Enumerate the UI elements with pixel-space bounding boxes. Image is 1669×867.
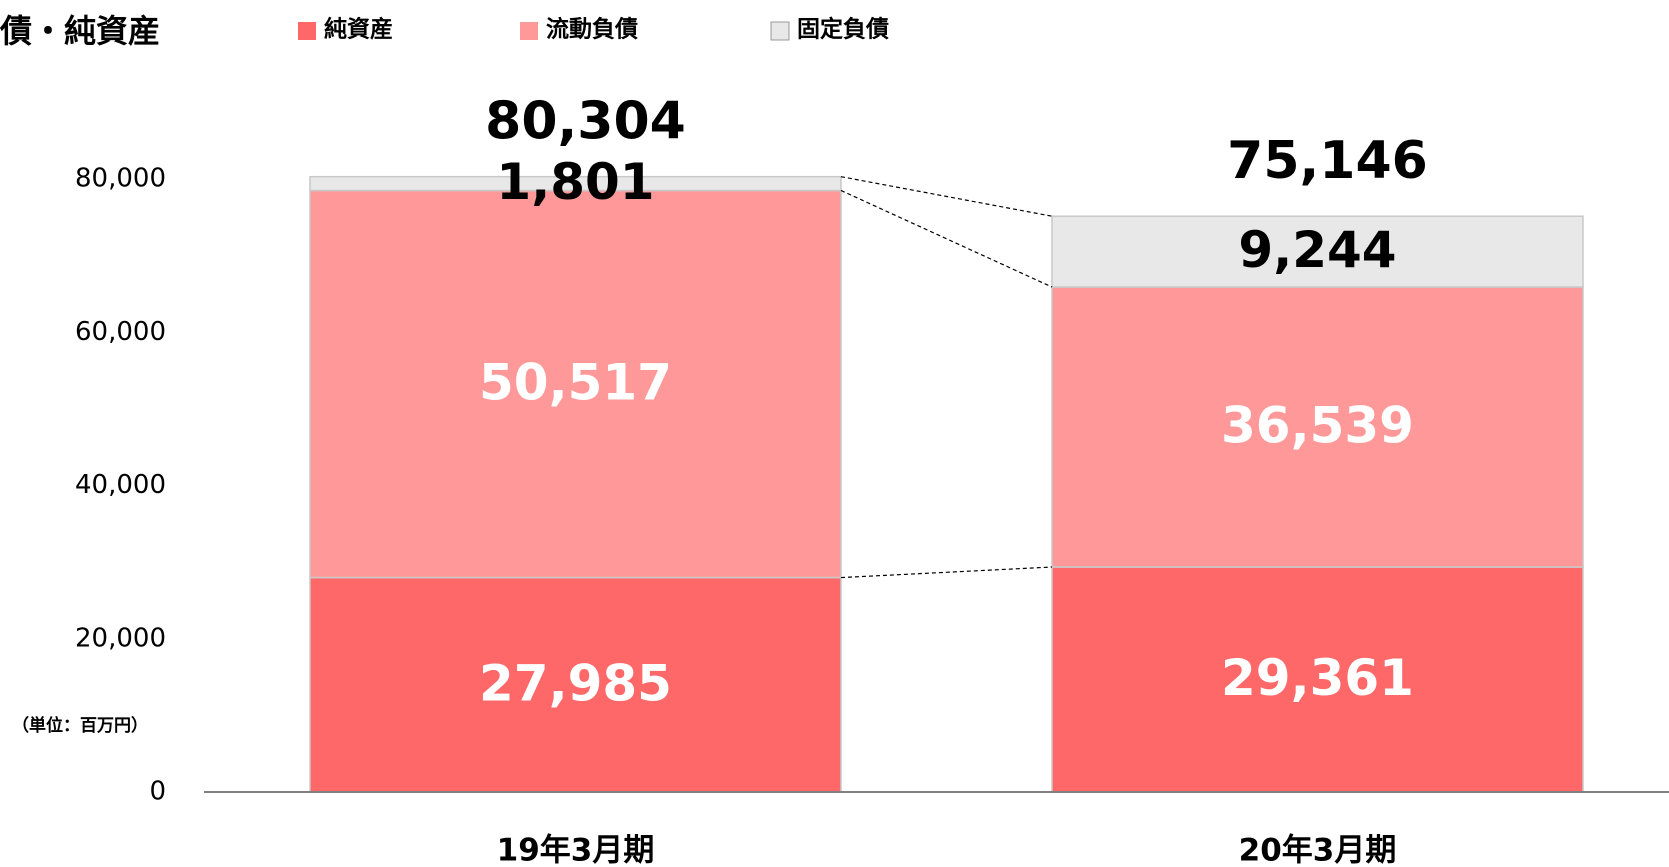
bar-segment xyxy=(309,576,842,793)
y-tick-label: 40,000 xyxy=(75,470,166,500)
legend-swatch xyxy=(520,22,538,40)
bar-segment xyxy=(1051,286,1584,568)
y-tick-label: 20,000 xyxy=(75,623,166,653)
y-tick-label: 60,000 xyxy=(75,317,166,347)
unit-note: （単位：百万円） xyxy=(12,715,148,736)
legend-label: 純資産 xyxy=(324,16,393,43)
legend-swatch xyxy=(770,21,790,41)
data-label: 1,801 xyxy=(496,153,654,211)
y-tick-label: 0 xyxy=(149,777,166,807)
legend-label: 流動負債 xyxy=(546,16,638,43)
bar-segment xyxy=(1051,215,1584,288)
total-label: 75,146 xyxy=(1227,131,1428,191)
chart-title: 債・純資産 xyxy=(0,12,160,50)
y-tick-label: 80,000 xyxy=(75,164,166,194)
bar-segment xyxy=(1051,566,1584,793)
data-label: 9,244 xyxy=(1238,221,1396,279)
data-label: 27,985 xyxy=(479,654,672,712)
legend-swatch xyxy=(298,22,316,40)
data-label: 50,517 xyxy=(479,354,672,412)
connector xyxy=(840,176,1053,217)
x-tick-label: 19年3月期 xyxy=(497,833,655,867)
data-label: 29,361 xyxy=(1221,649,1414,707)
legend-label: 固定負債 xyxy=(797,16,889,43)
total-label: 80,304 xyxy=(485,92,686,152)
connector xyxy=(840,189,1053,288)
bar-segment xyxy=(309,175,842,192)
bar-segment xyxy=(309,189,842,579)
connector xyxy=(840,566,1053,579)
x-tick-label: 20年3月期 xyxy=(1239,833,1397,867)
data-label: 36,539 xyxy=(1221,397,1414,455)
